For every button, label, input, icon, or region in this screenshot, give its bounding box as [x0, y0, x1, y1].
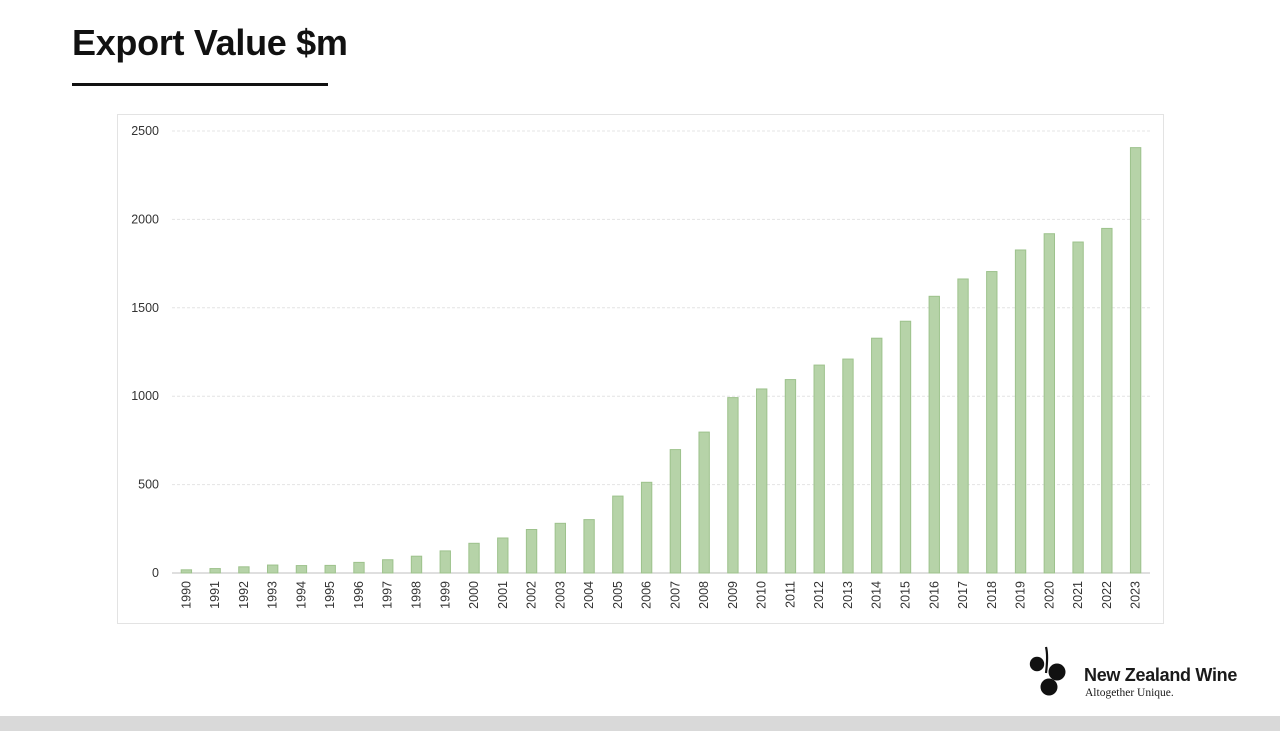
x-tick-label: 2015 [899, 581, 913, 609]
bar [410, 555, 423, 574]
x-tick-label: 2008 [697, 581, 711, 609]
x-tick-label: 2007 [668, 581, 682, 609]
x-tick-label: 2005 [611, 581, 625, 609]
bar [727, 397, 739, 574]
bar [871, 337, 883, 574]
x-tick-label: 2013 [841, 581, 855, 609]
x-tick-label: 2009 [726, 581, 740, 609]
brand-name: New Zealand Wine [1084, 665, 1238, 685]
x-tick-label: 1996 [352, 581, 366, 609]
y-tick-label: 1500 [131, 301, 159, 315]
x-tick-label: 1993 [266, 581, 280, 609]
x-tick-label: 2004 [582, 581, 596, 609]
x-tick-label: 2019 [1014, 581, 1028, 609]
bar [238, 566, 250, 574]
bar [353, 561, 365, 574]
y-tick-label: 2500 [131, 124, 159, 138]
x-tick-label: 1998 [410, 581, 424, 609]
bar [928, 295, 940, 574]
x-tick-label: 2011 [783, 581, 797, 608]
chart-area: 0 500 1000 1500 2000 2500 1990 1991 1992 1993 1994… [117, 114, 1164, 624]
bar [266, 564, 279, 574]
bar [899, 320, 912, 574]
bar [1072, 241, 1084, 574]
bar [813, 364, 825, 574]
x-tick-label: 2023 [1129, 581, 1143, 609]
bar [180, 569, 193, 574]
x-tick-label: 2021 [1071, 581, 1085, 609]
x-tick-label: 1991 [208, 581, 222, 609]
bar [784, 379, 797, 574]
bar [382, 559, 394, 574]
bar [439, 550, 451, 574]
bar [497, 537, 509, 574]
x-tick-label: 2006 [640, 581, 654, 609]
bar [986, 271, 998, 574]
bar [468, 542, 480, 574]
x-tick-label: 2002 [525, 581, 539, 609]
x-tick-label: 2010 [755, 581, 769, 609]
x-tick-label: 2012 [812, 581, 826, 609]
y-tick-label: 2000 [131, 212, 159, 226]
bar [842, 358, 854, 574]
x-tick-label: 2018 [985, 581, 999, 609]
x-tick-label: 1997 [381, 581, 395, 609]
brand-logo-block: New Zealand Wine Altogether Unique. [1028, 643, 1268, 703]
bar [640, 481, 653, 574]
bar [209, 568, 221, 574]
bar [554, 522, 567, 574]
bar [324, 564, 336, 574]
bar [1043, 233, 1056, 574]
bar [1129, 147, 1142, 574]
title-underline [72, 83, 328, 86]
x-tick-label: 2020 [1042, 581, 1056, 609]
bar [295, 565, 308, 574]
bar [612, 495, 624, 574]
bar [1014, 249, 1027, 574]
x-tick-label: 1995 [323, 581, 337, 609]
x-tick-label: 2001 [496, 581, 510, 609]
bar [583, 519, 595, 574]
x-tick-label: 1994 [294, 581, 308, 609]
x-tick-label: 2014 [870, 581, 884, 609]
x-tick-label: 2022 [1100, 581, 1114, 609]
y-tick-label: 0 [152, 566, 159, 580]
bar [525, 529, 538, 574]
bottom-bar [0, 716, 1280, 731]
bar [755, 388, 768, 574]
y-tick-label: 1000 [131, 389, 159, 403]
bar [957, 278, 969, 574]
page-title: Export Value $m [72, 22, 348, 63]
x-tick-label: 2003 [553, 581, 567, 609]
bar [1101, 227, 1113, 574]
x-tick-label: 2000 [467, 581, 481, 609]
bar [698, 431, 710, 574]
bar [669, 449, 682, 574]
bar-chart: 0 500 1000 1500 2000 2500 1990 1991 1992 1993 1994… [131, 124, 1150, 609]
x-tick-label: 1999 [438, 581, 452, 609]
x-tick-label: 2017 [956, 581, 970, 609]
brand-tagline: Altogether Unique. [1085, 687, 1174, 699]
x-tick-label: 2016 [927, 581, 941, 609]
slide: Export Value $m 0 500 1000 1500 2000 2500 1990… [72, 22, 1268, 703]
grape-cluster-icon [1029, 646, 1066, 696]
x-tick-label: 1990 [179, 581, 193, 609]
x-tick-label: 1992 [237, 581, 251, 609]
y-tick-label: 500 [138, 478, 159, 492]
